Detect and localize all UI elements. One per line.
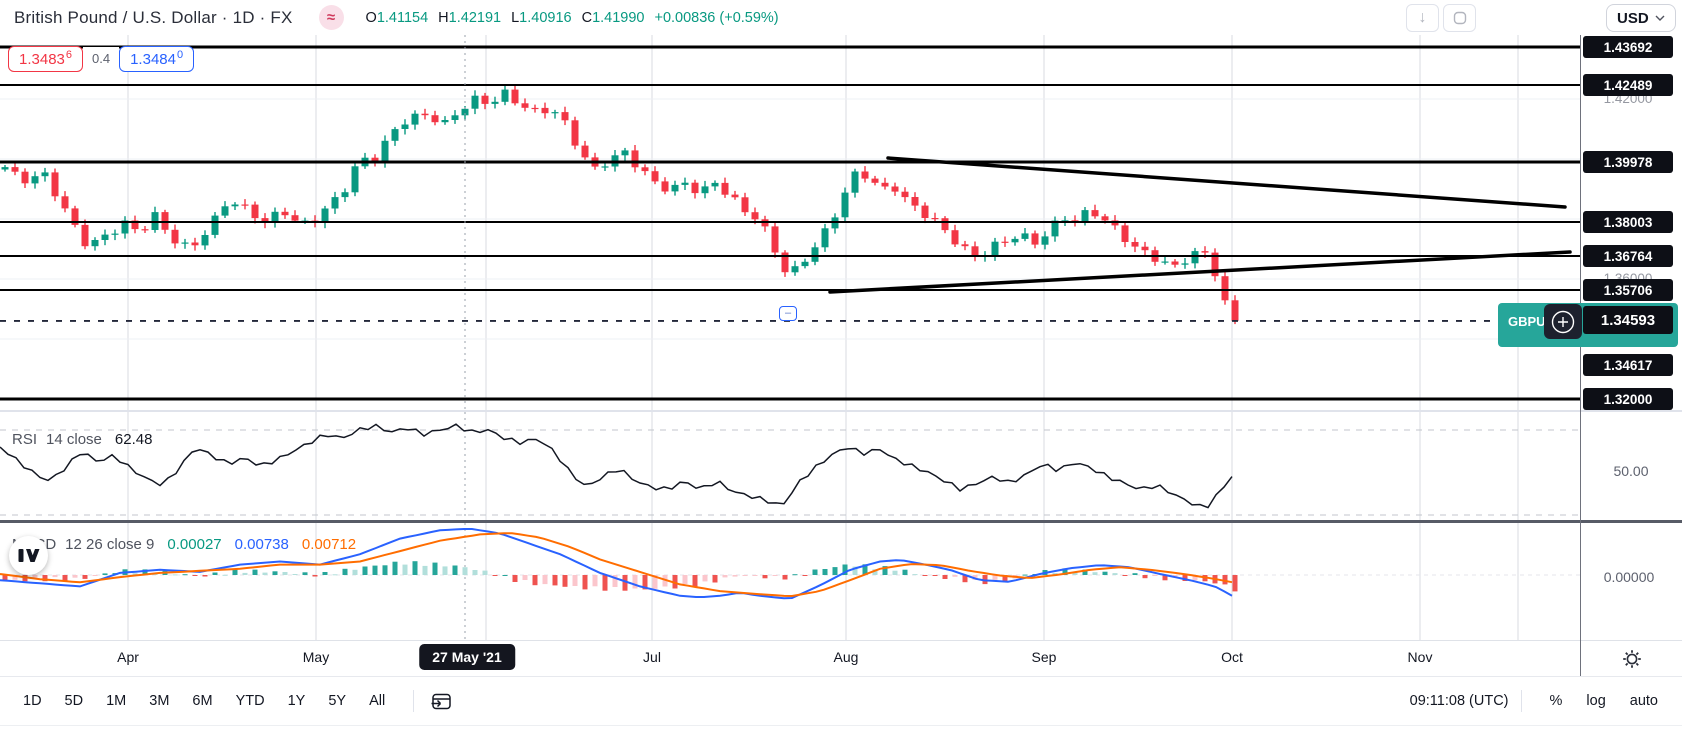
bottom-toolbar: 1D 5D 1M 3M 6M YTD 1Y 5Y All 09:11:08 (UTC) % lo… [0,676,1682,725]
macd-zero-level-label: 0.00000 [1603,569,1655,585]
time-axis-label: Oct [1221,649,1243,665]
down-arrow-icon: ↓ [1418,9,1427,26]
range-button-5y[interactable]: 5Y [328,693,347,709]
ask-price: 1.3484 [130,50,176,68]
pane-separator[interactable] [0,410,1682,412]
range-button-5d[interactable]: 5D [64,693,84,709]
log-scale-button[interactable]: log [1586,693,1606,709]
symbol-logo-icon: ≈ [318,5,344,30]
time-axis-label: Nov [1407,649,1433,665]
bid-price: 1.3483 [19,50,65,68]
tradingview-logo-icon [18,549,39,562]
current-price-badge: 1.34593 [1583,306,1673,334]
macd-pane-canvas[interactable] [0,523,1580,640]
tradingview-logo[interactable] [9,536,48,575]
price-level-badge: 1.36764 [1583,245,1673,267]
currency-label: USD [1617,9,1649,27]
time-axis-label: Apr [117,649,139,665]
symbol-title[interactable]: British Pound / U.S. Dollar · 1D · FX [14,7,293,27]
toolbar-divider [413,690,415,712]
bid-ask-panel: 1.3483 6 0.4 1.3484 0 [8,46,195,72]
fullscreen-button[interactable] [1443,4,1476,32]
close-value: 1.41990 [592,9,645,26]
range-button-ytd[interactable]: YTD [235,693,265,709]
calendar-arrow-icon [431,693,451,709]
pane-separator[interactable] [0,520,1682,523]
open-label: O [365,9,377,26]
range-button-6m[interactable]: 6M [192,693,213,709]
chart-header: British Pound / U.S. Dollar · 1D · FX ≈ … [0,0,1682,35]
footer-border [0,725,1682,726]
ask-pip: 0 [176,49,184,61]
chevron-down-icon [1655,15,1665,21]
frame-icon [1453,11,1466,25]
time-axis-label: Aug [833,649,859,665]
go-to-date-button[interactable] [426,686,456,716]
price-line-handle[interactable]: – [779,306,797,321]
range-button-3m[interactable]: 3M [149,693,170,709]
macd-signal-value: 0.00712 [301,536,357,553]
price-axis-border [1580,35,1581,676]
change-value: +0.00836 (+0.59%) [654,9,779,26]
percent-scale-button[interactable]: % [1549,693,1563,709]
crosshair-date-badge: 27 May '21 [419,644,515,670]
buy-button[interactable]: 1.3484 0 [119,46,195,72]
chart-settings-button[interactable] [1581,641,1682,676]
bid-pip: 6 [65,49,73,61]
currency-selector-button[interactable]: USD [1606,4,1676,32]
price-axis[interactable]: 1.420001.360001.436921.424891.399781.380… [1580,35,1682,640]
high-value: 1.42191 [448,9,502,26]
ohlc-legend: O 1.41154 H 1.42191 L 1.40916 C 1.41990 +0.0… [366,10,779,26]
price-level-badge: 1.35706 [1583,279,1673,301]
range-button-1y[interactable]: 1Y [287,693,306,709]
price-level-badge: 1.32000 [1583,388,1673,410]
gear-icon [1622,649,1641,668]
sell-button[interactable]: 1.3483 6 [8,46,84,72]
range-button-group: 1D 5D 1M 3M 6M YTD 1Y 5Y All [16,686,456,716]
time-axis-label: Sep [1031,649,1057,665]
high-label: H [438,9,449,26]
add-alert-plus-button[interactable] [1544,304,1582,339]
price-level-badge: 1.38003 [1583,211,1673,233]
macd-legend[interactable]: MACD 12 26 close 9 0.00027 0.00738 0.007… [12,536,356,553]
toolbar-divider [1520,690,1522,712]
rsi-value: 62.48 [114,431,153,448]
auto-scale-button[interactable]: auto [1629,693,1658,709]
close-label: C [581,9,593,26]
low-label: L [511,9,520,26]
range-button-all[interactable]: All [369,693,386,709]
range-button-1d[interactable]: 1D [23,693,42,709]
scale-controls: 09:11:08 (UTC) % log auto [1410,689,1666,713]
price-level-badge: 1.39978 [1583,151,1673,173]
low-value: 1.40916 [519,9,572,26]
time-axis-border [0,640,1682,641]
macd-hist-value: 0.00027 [167,536,222,553]
macd-params: 12 26 close 9 [65,536,155,553]
time-axis-label: May [302,649,330,665]
range-button-1m[interactable]: 1M [106,693,127,709]
price-pane-canvas[interactable] [0,35,1580,412]
price-level-badge: 1.34617 [1583,354,1673,376]
rsi-mid-level-label: 50.00 [1613,463,1649,479]
price-level-badge: 1.43692 [1583,36,1673,58]
spread-value: 0.4 [83,47,120,71]
plus-circle-icon [1551,310,1575,333]
range-buttons: 1D 5D 1M 3M 6M YTD 1Y 5Y All [16,689,401,713]
scroll-to-recent-button[interactable]: ↓ [1406,4,1439,32]
rsi-title: RSI [12,431,38,448]
rsi-pane-canvas[interactable] [0,412,1580,523]
time-axis-label: Jul [643,649,661,665]
approx-icon: ≈ [326,9,336,26]
macd-line-value: 0.00738 [234,536,289,553]
time-axis[interactable]: 27 May '21 Apr May Jul Aug Sep Oct Nov [0,641,1580,676]
open-value: 1.41154 [376,9,429,26]
rsi-params: 14 close [46,431,102,448]
price-level-badge: 1.42489 [1583,74,1673,96]
clock[interactable]: 09:11:08 (UTC) [1409,693,1509,709]
rsi-legend[interactable]: RSI 14 close 62.48 [12,431,152,448]
symbol-short-label: GBPU [1508,314,1546,329]
